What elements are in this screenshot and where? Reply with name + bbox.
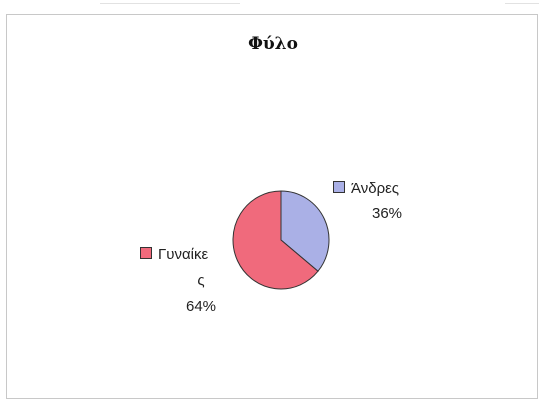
label-men-text: Άνδρες bbox=[351, 180, 400, 197]
top-rule bbox=[505, 3, 539, 4]
label-women-text-part2: ς bbox=[197, 272, 205, 289]
label-women: Γυναίκε bbox=[140, 245, 208, 265]
pie-slices bbox=[232, 190, 330, 290]
percent-men: 36% bbox=[371, 205, 403, 222]
chart-title: Φύλο bbox=[248, 34, 298, 54]
swatch-men bbox=[333, 181, 345, 193]
label-women-text-part1: Γυναίκε bbox=[158, 246, 209, 263]
swatch-women bbox=[140, 247, 152, 259]
pie-slice-women bbox=[232, 190, 319, 290]
top-rule bbox=[100, 3, 240, 4]
percent-women: 64% bbox=[185, 298, 217, 315]
pie-slice-men bbox=[280, 190, 330, 272]
label-men: Άνδρες bbox=[333, 179, 399, 199]
